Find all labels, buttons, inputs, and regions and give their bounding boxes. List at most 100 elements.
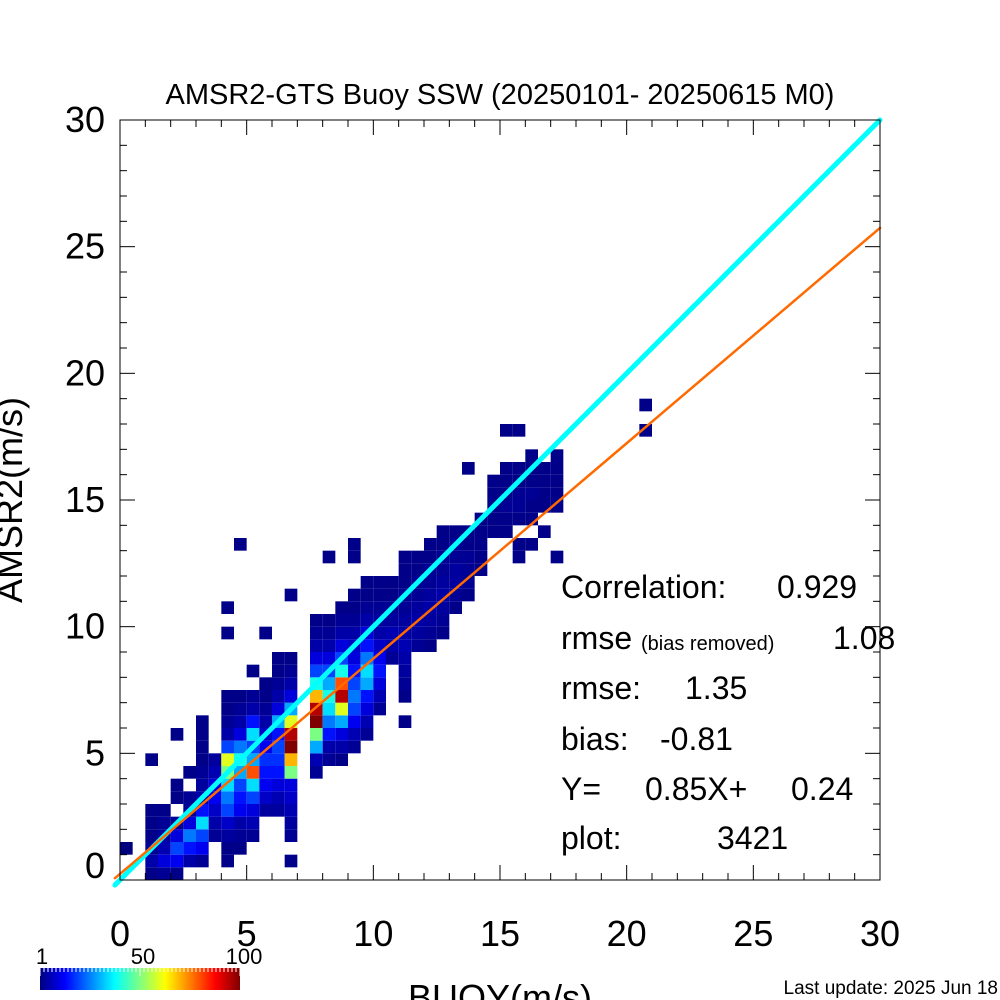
heatmap-bin: [398, 563, 412, 576]
heatmap-bin: [221, 715, 234, 728]
heatmap-bin: [512, 512, 526, 526]
heatmap-bin: [158, 842, 171, 855]
y-tick-label: 25: [65, 226, 105, 267]
heatmap-bin: [373, 588, 386, 602]
stat-correlation-value: 0.929: [777, 569, 857, 605]
y-tick-label: 5: [85, 732, 105, 773]
heatmap-bin: [196, 740, 209, 754]
heatmap-bin: [411, 550, 424, 564]
heatmap-bin: [246, 804, 260, 817]
heatmap-bin: [436, 601, 450, 614]
heatmap-bin: [310, 614, 323, 627]
heatmap-bin: [284, 854, 298, 868]
heatmap-bin: [246, 816, 260, 830]
heatmap-bin: [373, 702, 386, 716]
heatmap-bin: [158, 867, 171, 880]
heatmap-bin: [335, 626, 348, 640]
heatmap-bin: [208, 816, 222, 830]
heatmap-bin: [424, 601, 437, 614]
heatmap-bin: [398, 639, 412, 652]
stat-correlation-label: Correlation:: [561, 569, 726, 605]
stat-fit-slope: 0.85X+: [645, 771, 747, 807]
heatmap-bin: [335, 639, 348, 652]
heatmap-bin: [145, 816, 158, 830]
heatmap-bin: [335, 601, 348, 614]
heatmap-bin: [272, 804, 285, 817]
heatmap-bin: [411, 639, 424, 652]
heatmap-bin: [221, 702, 234, 716]
heatmap-bin: [310, 652, 323, 665]
heatmap-bin: [335, 740, 348, 754]
heatmap-bin: [436, 614, 450, 627]
heatmap-bin: [398, 601, 412, 614]
heatmap-bin: [500, 424, 513, 437]
heatmap-bin: [398, 715, 412, 728]
heatmap-bin: [335, 753, 348, 766]
x-tick-label: 20: [607, 913, 647, 954]
heatmap-bin: [221, 854, 234, 868]
heatmap-bin: [411, 601, 424, 614]
heatmap-bin: [348, 614, 361, 627]
colorbar-ticks: [39, 968, 241, 976]
heatmap-bin: [474, 563, 488, 576]
heatmap-bin: [360, 601, 374, 614]
heatmap-bin: [272, 778, 285, 792]
heatmap-bin: [170, 778, 184, 792]
heatmap-bin: [335, 614, 348, 627]
heatmap-bin: [310, 626, 323, 640]
heatmap-bin: [284, 816, 298, 830]
heatmap-bin: [373, 626, 386, 640]
heatmap-bin: [170, 791, 184, 804]
heatmap-bin: [196, 804, 209, 817]
heatmap-bin: [284, 804, 298, 817]
heatmap-bin: [259, 690, 272, 703]
heatmap-bin: [398, 652, 412, 665]
heatmap-bin: [512, 538, 526, 551]
heatmap-bin: [246, 791, 260, 804]
stat-bias-value: -0.81: [660, 721, 733, 757]
stat-rmse-label: rmse:: [561, 670, 641, 706]
heatmap-bin: [234, 804, 247, 817]
heatmap-bin: [348, 626, 361, 640]
heatmap-bin: [538, 525, 551, 538]
heatmap-bin: [436, 525, 450, 538]
heatmap-bin: [462, 538, 475, 551]
heatmap-bin: [462, 550, 475, 564]
heatmap-bin: [259, 753, 272, 766]
heatmap-bin: [234, 715, 247, 728]
heatmap-bin: [322, 626, 336, 640]
heatmap-bin: [221, 778, 234, 792]
x-tick-label: 0: [110, 913, 130, 954]
heatmap-bin: [284, 766, 298, 779]
heatmap-bin: [436, 626, 450, 640]
heatmap-bin: [462, 588, 475, 602]
stat-rmse-br-value: 1.08: [833, 620, 895, 656]
heatmap-bin: [550, 474, 564, 488]
heatmap-bin: [348, 664, 361, 678]
heatmap-bin: [234, 740, 247, 754]
heatmap-bin: [221, 626, 234, 640]
heatmap-bin: [170, 829, 184, 842]
heatmap-bin: [284, 652, 298, 665]
heatmap-bin: [360, 639, 374, 652]
heatmap-bin: [373, 664, 386, 678]
heatmap-bin: [158, 816, 171, 830]
heatmap-bin: [234, 538, 247, 551]
heatmap-bin: [272, 652, 285, 665]
heatmap-bin: [550, 487, 564, 500]
heatmap-bin: [246, 664, 260, 678]
heatmap-bin: [259, 626, 272, 640]
heatmap-bin: [348, 677, 361, 690]
heatmap-bin: [550, 462, 564, 475]
heatmap-bin: [335, 728, 348, 741]
heatmap-bin: [284, 677, 298, 690]
heatmap-bin: [221, 829, 234, 842]
heatmap-bin: [234, 690, 247, 703]
heatmap-bin: [259, 791, 272, 804]
heatmap-bin: [424, 614, 437, 627]
heatmap-bin: [398, 690, 412, 703]
heatmap-bin: [322, 614, 336, 627]
heatmap-bin: [234, 816, 247, 830]
stat-rmse-br-sub: (bias removed): [641, 633, 774, 655]
heatmap-bin: [221, 753, 234, 766]
